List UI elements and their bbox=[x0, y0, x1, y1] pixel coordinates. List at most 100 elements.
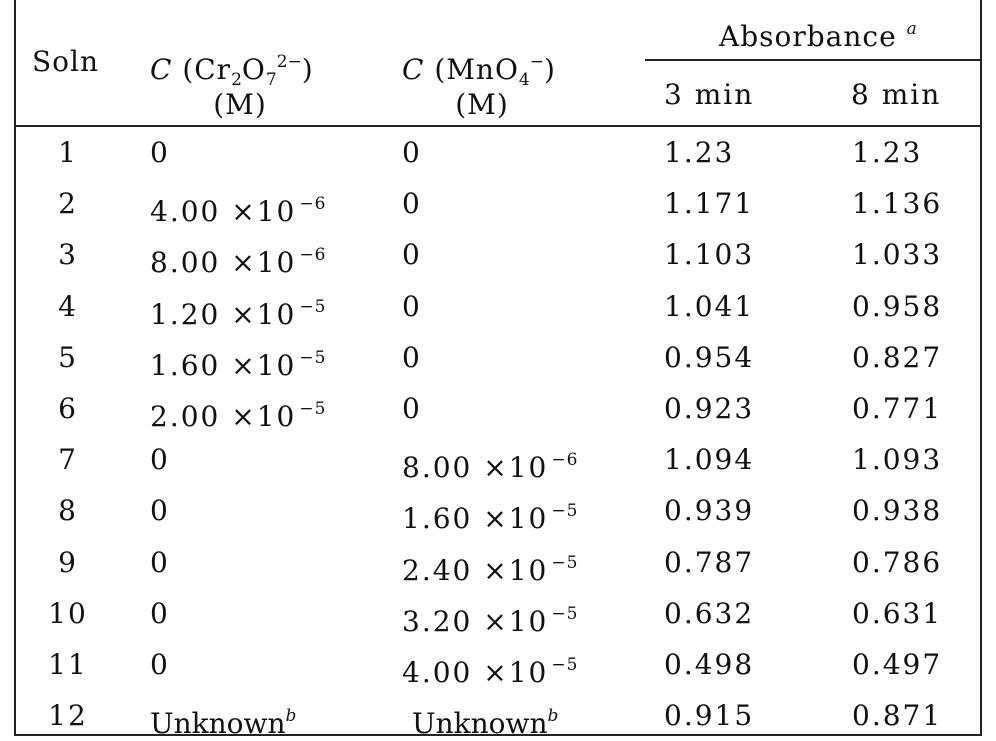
cell-dichromate-concentration: 0 bbox=[150, 648, 170, 682]
cell-exponent: −5 bbox=[551, 603, 579, 624]
cell-absorbance-3min: 1.103 bbox=[664, 238, 755, 272]
cell-soln: 1 bbox=[58, 136, 78, 169]
cell-absorbance-3min: 0.915 bbox=[664, 699, 755, 733]
header-permanganate-unit: (M) bbox=[455, 88, 509, 121]
cell-dichromate-concentration: Unknownb bbox=[150, 699, 297, 741]
cell-exponent: −5 bbox=[299, 399, 327, 419]
cell-value: 4.00 ×10 bbox=[402, 656, 549, 689]
cell-soln: 8 bbox=[58, 494, 78, 528]
cell-absorbance-3min: 0.787 bbox=[664, 545, 755, 579]
cell-dichromate-concentration: 0 bbox=[150, 443, 170, 477]
cell-value: 0 bbox=[150, 648, 170, 681]
cell-exponent: −6 bbox=[299, 245, 327, 266]
cell-absorbance-8min: 0.631 bbox=[852, 596, 943, 630]
cell-exponent: −5 bbox=[551, 655, 579, 675]
cell-dichromate-concentration: 0 bbox=[150, 494, 170, 528]
cell-absorbance-3min: 1.171 bbox=[664, 187, 755, 221]
cell-soln: 12 bbox=[48, 699, 88, 733]
cell-dichromate-concentration: 0 bbox=[150, 597, 170, 631]
cell-value: 0 bbox=[402, 187, 422, 221]
header-absorbance: Absorbance a bbox=[719, 19, 917, 53]
cell-soln: 10 bbox=[48, 596, 88, 630]
cell-value: 0 bbox=[402, 238, 422, 272]
cell-absorbance-8min: 0.771 bbox=[852, 392, 943, 425]
cell-dichromate-concentration: 0 bbox=[150, 546, 170, 580]
cell-value: 1.20 ×10 bbox=[150, 297, 297, 331]
cell-absorbance-3min: 1.23 bbox=[664, 136, 735, 169]
cell-value: 0 bbox=[150, 596, 170, 630]
cell-value: 1.60 ×10 bbox=[402, 502, 549, 536]
cell-permanganate-concentration: 0 bbox=[402, 136, 422, 170]
cell-value: 0 bbox=[402, 136, 422, 169]
cell-dichromate-concentration: 2.00 ×10 −5 bbox=[150, 392, 326, 434]
cell-value: 0 bbox=[402, 289, 422, 323]
cell-absorbance-8min: 0.786 bbox=[852, 545, 943, 579]
cell-soln: 2 bbox=[58, 187, 78, 221]
header-3min: 3 min bbox=[664, 78, 755, 111]
header-8min: 8 min bbox=[851, 78, 942, 111]
cell-permanganate-concentration: 3.20 ×10 −5 bbox=[402, 597, 578, 639]
cell-soln: 11 bbox=[48, 648, 88, 681]
cell-value: 8.00 ×10 bbox=[402, 451, 549, 485]
absorbance-underline bbox=[645, 59, 980, 61]
cell-exponent: b bbox=[547, 706, 560, 727]
cell-permanganate-concentration: 0 bbox=[402, 238, 422, 272]
cell-absorbance-8min: 1.033 bbox=[852, 238, 943, 272]
cell-absorbance-8min: 1.093 bbox=[852, 443, 943, 477]
cell-absorbance-8min: 1.136 bbox=[852, 187, 943, 221]
cell-absorbance-3min: 0.632 bbox=[664, 596, 755, 630]
cell-value: 1.60 ×10 bbox=[150, 348, 297, 382]
cell-absorbance-3min: 0.954 bbox=[664, 340, 755, 374]
cell-soln: 9 bbox=[58, 545, 78, 579]
cell-dichromate-concentration: 0 bbox=[150, 136, 170, 170]
header-dichromate-unit: (M) bbox=[213, 88, 267, 121]
cell-permanganate-concentration: 0 bbox=[402, 187, 422, 221]
cell-permanganate-concentration: 4.00 ×10 −5 bbox=[402, 648, 578, 690]
cell-absorbance-3min: 0.923 bbox=[664, 392, 755, 425]
cell-absorbance-8min: 0.497 bbox=[852, 648, 943, 681]
cell-soln: 5 bbox=[58, 340, 78, 374]
cell-permanganate-concentration: 2.40 ×10 −5 bbox=[402, 546, 578, 588]
cell-dichromate-concentration: 1.60 ×10 −5 bbox=[150, 341, 326, 383]
cell-dichromate-concentration: 1.20 ×10 −5 bbox=[150, 290, 326, 332]
cell-value: 2.40 ×10 bbox=[402, 553, 549, 587]
cell-value: 3.20 ×10 bbox=[402, 604, 549, 638]
cell-permanganate-concentration: 8.00 ×10 −6 bbox=[402, 443, 578, 485]
cell-permanganate-concentration: Unknownb bbox=[412, 699, 559, 741]
cell-absorbance-8min: 0.958 bbox=[852, 289, 943, 323]
cell-exponent: b bbox=[285, 706, 298, 727]
cell-absorbance-3min: 0.939 bbox=[664, 494, 755, 528]
cell-value: 0 bbox=[402, 392, 422, 425]
data-table bbox=[14, 0, 982, 736]
cell-value: Unknown bbox=[150, 707, 286, 741]
cell-soln: 6 bbox=[58, 392, 78, 425]
cell-absorbance-8min: 0.827 bbox=[852, 340, 943, 374]
header-bottom-rule bbox=[14, 125, 982, 127]
cell-value: 0 bbox=[150, 545, 170, 579]
cell-value: 0 bbox=[150, 443, 170, 477]
cell-value: 4.00 ×10 bbox=[150, 195, 297, 229]
cell-absorbance-8min: 1.23 bbox=[852, 136, 923, 169]
header-dichromate-concentration: C (Cr2O72−) bbox=[150, 52, 314, 90]
cell-dichromate-concentration: 4.00 ×10 −6 bbox=[150, 187, 326, 229]
cell-permanganate-concentration: 0 bbox=[402, 341, 422, 375]
header-soln: Soln bbox=[32, 45, 100, 78]
cell-value: 0 bbox=[150, 494, 170, 528]
cell-dichromate-concentration: 8.00 ×10 −6 bbox=[150, 238, 326, 280]
cell-exponent: −5 bbox=[551, 501, 579, 522]
cell-value: 0 bbox=[150, 136, 170, 169]
cell-absorbance-3min: 1.094 bbox=[664, 443, 755, 477]
cell-permanganate-concentration: 0 bbox=[402, 392, 422, 426]
cell-exponent: −5 bbox=[299, 296, 327, 317]
header-permanganate-concentration: C (MnO4−) bbox=[402, 52, 556, 90]
cell-permanganate-concentration: 0 bbox=[402, 290, 422, 324]
cell-value: Unknown bbox=[412, 707, 548, 741]
cell-value: 0 bbox=[402, 340, 422, 374]
cell-exponent: −5 bbox=[299, 347, 327, 368]
cell-soln: 7 bbox=[58, 443, 78, 477]
cell-value: 2.00 ×10 bbox=[150, 400, 297, 433]
cell-soln: 4 bbox=[58, 289, 78, 323]
cell-exponent: −6 bbox=[299, 194, 327, 215]
cell-absorbance-8min: 0.871 bbox=[852, 699, 943, 733]
cell-value: 8.00 ×10 bbox=[150, 246, 297, 280]
